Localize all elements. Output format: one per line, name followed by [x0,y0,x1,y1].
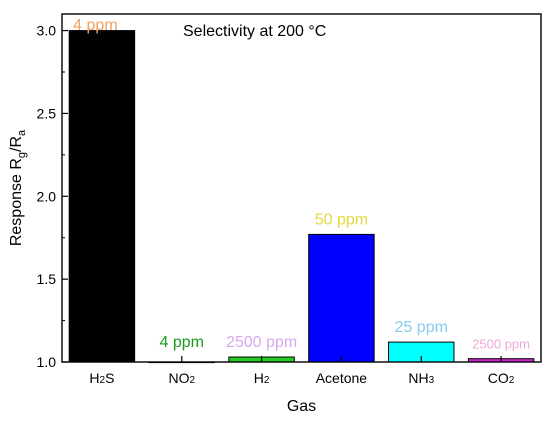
x-tick-label: CO2 [488,370,515,386]
y-axis-title-sub-a: a [16,129,28,136]
bar-4 [308,233,375,363]
y-tick-label: 1.0 [37,354,57,370]
data-label-2: 4 ppm [160,334,204,351]
x-tick-label: H2 [254,370,270,386]
x-tick-label-tail: S [105,370,114,386]
data-label-5: 25 ppm [395,319,448,336]
data-label-3: 2500 ppm [226,334,297,351]
y-tick-label: 3.0 [37,23,57,39]
x-axis: H2S NO2 H2 Acetone NH3 CO2 [89,356,515,386]
bar-1 [68,30,136,363]
x-tick-label: H2S [89,370,114,386]
x-tick-label-main: NH [408,370,428,386]
chart-title: Selectivity at 200 °C [183,23,326,40]
x-tick-label: NH3 [408,370,434,386]
x-tick-label-main: CO [488,370,509,386]
y-axis: 1.0 1.5 2.0 2.5 3.0 [37,23,68,370]
y-tick-label: 1.5 [37,271,57,287]
bars-layer [68,30,535,364]
data-label-6: 2500 ppm [472,337,530,352]
plot-frame [61,13,542,363]
x-tick-label-main: H [89,370,99,386]
y-tick-label: 2.5 [37,105,57,121]
x-tick-label-subscript: 2 [189,375,195,386]
x-tick-label-subscript: 3 [429,375,435,386]
y-axis-title-mid: /R [8,136,25,152]
x-tick-label-main: H [254,370,264,386]
data-labels-layer: 4 ppm 4 ppm 2500 ppm 50 ppm 25 ppm 2500 ppm [73,17,530,352]
x-tick-label-subscript: 2 [100,375,106,386]
x-axis-title: Gas [287,398,316,415]
y-axis-title-base: Response R [8,158,25,246]
data-label-1: 4 ppm [73,17,117,34]
y-tick-label: 2.0 [37,188,57,204]
x-tick-label-subscript: 2 [264,375,270,386]
y-axis-title-sub-g: g [16,152,28,158]
data-label-4: 50 ppm [315,211,368,228]
x-tick-label-subscript: 2 [509,375,515,386]
x-tick-label-main: NO [168,370,189,386]
x-tick-label: Acetone [316,370,368,386]
x-tick-label-main: Acetone [316,370,368,386]
y-axis-title: Response Rg/Ra [8,129,28,246]
x-tick-label: NO2 [168,370,195,386]
